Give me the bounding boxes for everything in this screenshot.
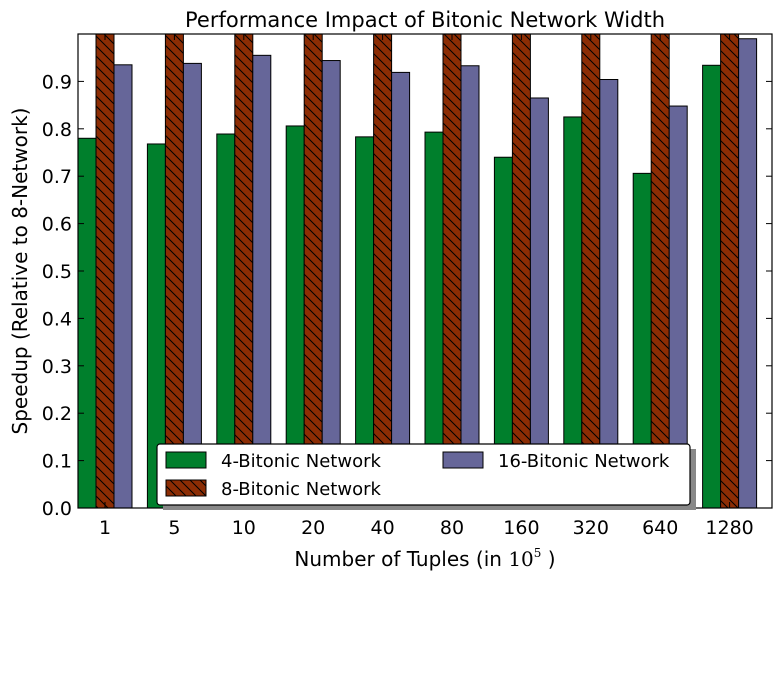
y-tick-label: 0.2 bbox=[42, 403, 72, 425]
bar-3-40 bbox=[391, 71, 411, 509]
legend-items: 4-Bitonic Network 8-Bitonic Network 16-Bit… bbox=[165, 451, 670, 500]
bar-3-5 bbox=[182, 62, 202, 509]
bar-3-1 bbox=[113, 64, 133, 509]
legend-label-1: 4-Bitonic Network bbox=[221, 451, 381, 472]
y-axis-label: Speedup (Relative to 8-Network) bbox=[8, 108, 32, 435]
x-axis-label: Number of Tuples (in 105 ) bbox=[294, 546, 555, 571]
legend: 4-Bitonic Network 8-Bitonic Network 16-Bit… bbox=[156, 443, 696, 510]
chart-title: Performance Impact of Bitonic Network Wi… bbox=[185, 8, 665, 32]
bar-3-10 bbox=[252, 54, 272, 509]
bar-2-5 bbox=[164, 33, 184, 509]
x-axis-label-text: Number of Tuples (in bbox=[294, 547, 508, 571]
bar-2-20 bbox=[303, 33, 323, 509]
x-tick-label: 80 bbox=[440, 517, 464, 539]
y-tick-label: 0.1 bbox=[42, 451, 72, 473]
bar-3-1280 bbox=[738, 38, 758, 509]
x-axis-label-exponent: 5 bbox=[534, 546, 542, 560]
bar-2-80 bbox=[442, 33, 462, 509]
legend-label-3: 16-Bitonic Network bbox=[498, 451, 670, 472]
x-tick-label: 160 bbox=[503, 517, 539, 539]
bar-2-1 bbox=[95, 33, 115, 509]
y-axis: 0.0 0.1 0.2 0.3 0.4 0.5 0.6 0.7 0.8 0.9 bbox=[42, 71, 772, 520]
x-tick-label: 5 bbox=[168, 517, 180, 539]
legend-label-2: 8-Bitonic Network bbox=[221, 479, 381, 500]
y-tick-label: 0.6 bbox=[42, 214, 72, 236]
bars-group bbox=[77, 33, 758, 509]
bar-2-40 bbox=[373, 33, 393, 509]
x-tick-label: 320 bbox=[573, 517, 609, 539]
x-tick-label: 640 bbox=[642, 517, 678, 539]
y-tick-label: 0.5 bbox=[42, 261, 72, 283]
y-tick-label: 0.4 bbox=[42, 308, 72, 330]
legend-swatch-3 bbox=[442, 451, 484, 469]
x-axis-label-close: ) bbox=[541, 547, 555, 571]
x-axis-label-base: 10 bbox=[508, 547, 533, 571]
bar-1-1 bbox=[77, 137, 97, 509]
legend-swatch-1 bbox=[165, 451, 207, 469]
x-tick-label: 40 bbox=[371, 517, 395, 539]
bar-3-80 bbox=[460, 65, 480, 509]
x-tick-label: 1280 bbox=[705, 517, 753, 539]
x-axis: 1 5 10 20 40 80 160 320 640 1280 bbox=[99, 34, 754, 539]
legend-box bbox=[156, 443, 691, 506]
legend-swatch-2 bbox=[165, 479, 207, 497]
bar-2-640 bbox=[650, 33, 670, 509]
bar-2-320 bbox=[581, 33, 601, 509]
x-tick-label: 20 bbox=[301, 517, 325, 539]
bar-2-160 bbox=[511, 33, 531, 509]
y-tick-label: 0.8 bbox=[42, 119, 72, 141]
x-tick-label: 1 bbox=[99, 517, 111, 539]
y-tick-label: 0.3 bbox=[42, 356, 72, 378]
x-tick-label: 10 bbox=[232, 517, 256, 539]
bar-3-20 bbox=[321, 60, 341, 509]
bar-2-10 bbox=[234, 33, 254, 509]
bar-1-1280 bbox=[702, 64, 722, 509]
y-tick-label: 0.0 bbox=[42, 498, 72, 520]
y-tick-label: 0.9 bbox=[42, 71, 72, 93]
bar-2-1280 bbox=[720, 33, 740, 509]
y-tick-label: 0.7 bbox=[42, 166, 72, 188]
